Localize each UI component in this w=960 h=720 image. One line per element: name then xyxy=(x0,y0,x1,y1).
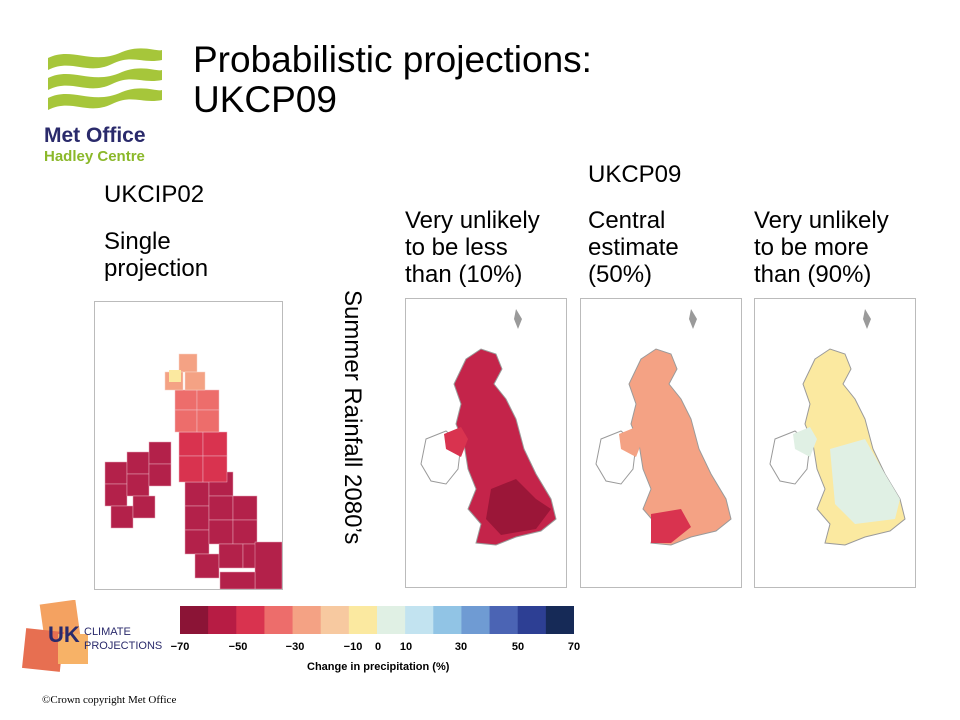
ukcip02-heading: UKCIP02 xyxy=(104,181,205,208)
ukcip02-grid-map-image xyxy=(104,353,282,589)
met-office-waves-icon xyxy=(48,48,162,110)
hadley-centre-name: Hadley Centre xyxy=(44,148,145,165)
ukcip02-description: Single projection xyxy=(104,228,208,282)
scale-swatch xyxy=(292,606,322,634)
ukcip02-line-1: Single xyxy=(104,228,171,255)
scale-tick-label: 50 xyxy=(511,641,525,653)
panel-90-line-3: than (90%) xyxy=(754,261,872,288)
scale-swatch xyxy=(264,606,294,634)
scale-tick-label: −10 xyxy=(343,641,363,653)
scale-tick-label: 70 xyxy=(567,641,581,653)
scale-swatch xyxy=(180,606,209,634)
panel-90-line-2: to be more xyxy=(754,234,869,261)
scale-swatch xyxy=(405,606,434,634)
uk-map-50-image xyxy=(595,309,732,546)
panel-50-line-1: Central xyxy=(588,207,666,234)
scale-swatch xyxy=(236,606,265,634)
panel-90-line-1: Very unlikely xyxy=(754,207,889,234)
panel-10-line-3: than (10%) xyxy=(405,261,523,288)
ukcp09-heading: UKCP09 xyxy=(588,161,682,188)
scale-tick-label: −30 xyxy=(285,641,305,653)
panel-50-line-3: (50%) xyxy=(588,261,653,288)
summer-rainfall-text: Summer Rainfall 2080’s xyxy=(339,290,366,545)
ukcp-logo-line1: CLIMATE xyxy=(84,626,131,638)
summer-rainfall-label: Summer Rainfall 2080’s xyxy=(328,290,368,580)
ukcp09-map-50 xyxy=(580,298,742,588)
title-line-2: UKCP09 xyxy=(193,79,337,120)
panel-heading-50: Central estimate (50%) xyxy=(588,207,679,288)
ukcp09-map-90 xyxy=(754,298,916,588)
scale-swatch xyxy=(348,606,378,634)
scale-tick-label: 0 xyxy=(374,641,382,653)
met-office-logo: Met Office Hadley Centre xyxy=(42,44,172,172)
title-line-1: Probabilistic projections: xyxy=(193,39,592,80)
scale-swatch xyxy=(489,606,519,634)
ukcp-logo-squares-icon xyxy=(22,599,88,672)
scale-swatch xyxy=(545,606,575,634)
copyright: ©Crown copyright Met Office xyxy=(42,694,177,706)
scale-tick-label: 30 xyxy=(454,641,468,653)
panel-heading-90: Very unlikely to be more than (90%) xyxy=(754,207,889,288)
color-scale xyxy=(180,606,575,634)
slide-title: Probabilistic projections: UKCP09 xyxy=(193,40,592,120)
met-office-name: Met Office xyxy=(44,124,146,147)
ukcp-logo-uk: UK xyxy=(48,622,80,647)
scale-tick-label: 10 xyxy=(399,641,413,653)
ukcp-logo-line2: PROJECTIONS xyxy=(84,640,163,652)
ukcip02-map xyxy=(94,301,283,590)
scale-swatch xyxy=(517,606,547,634)
scale-swatch xyxy=(320,606,350,634)
scale-label: Change in precipitation (%) xyxy=(307,661,450,673)
scale-swatch xyxy=(461,606,491,634)
panel-50-line-2: estimate xyxy=(588,234,679,261)
panel-10-line-1: Very unlikely xyxy=(405,207,540,234)
ukcip02-line-2: projection xyxy=(104,255,209,282)
ukcp09-map-10 xyxy=(405,298,567,588)
panel-heading-10: Very unlikely to be less than (10%) xyxy=(405,207,540,288)
color-scale-bar xyxy=(180,606,575,634)
uk-map-90-image xyxy=(769,309,906,546)
panel-10-line-2: to be less xyxy=(405,234,508,261)
scale-swatch xyxy=(208,606,237,634)
scale-swatch xyxy=(377,606,406,634)
scale-swatch xyxy=(433,606,462,634)
uk-climate-projections-logo: UK CLIMATE PROJECTIONS xyxy=(20,599,180,680)
scale-tick-label: −50 xyxy=(228,641,248,653)
uk-map-10-image xyxy=(420,309,557,546)
scale-tick-label: −70 xyxy=(170,641,190,653)
